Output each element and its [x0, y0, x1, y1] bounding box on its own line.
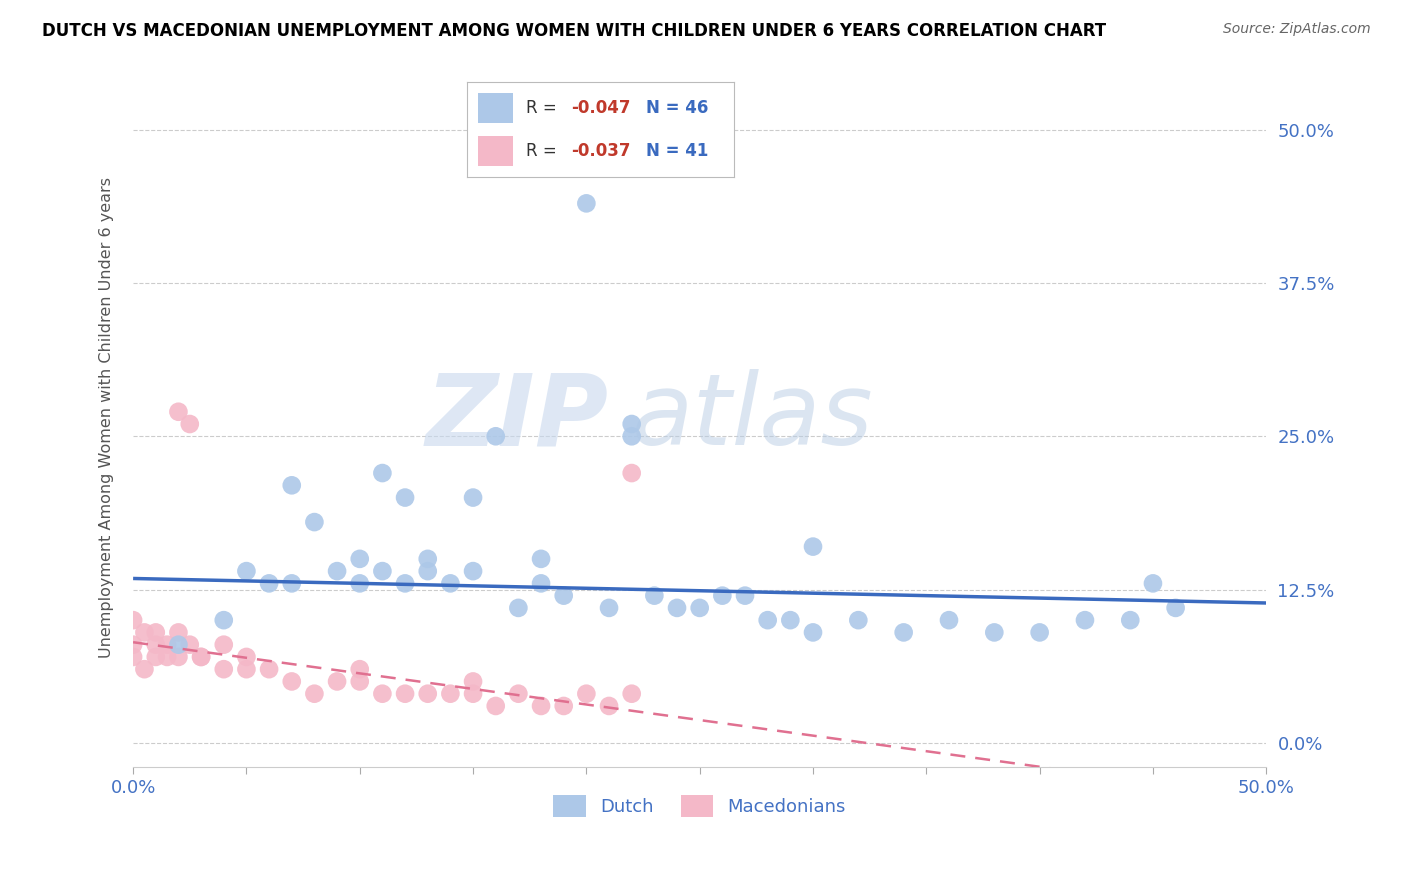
Point [439, 576, 461, 591]
Point [145, 649, 167, 664]
Point [1074, 613, 1097, 627]
Point [134, 625, 156, 640]
Point [349, 662, 371, 676]
Point [711, 589, 734, 603]
Text: atlas: atlas [631, 369, 873, 467]
Point [167, 638, 190, 652]
Point [530, 552, 553, 566]
Point [179, 638, 201, 652]
Point [620, 429, 643, 443]
Point [756, 613, 779, 627]
Point [257, 662, 280, 676]
Point [212, 638, 235, 652]
Point [145, 638, 167, 652]
Point [485, 429, 508, 443]
Point [620, 687, 643, 701]
Point [983, 625, 1005, 640]
Point [530, 576, 553, 591]
Point [304, 687, 326, 701]
Point [575, 687, 598, 701]
Point [281, 674, 304, 689]
Point [666, 600, 689, 615]
Point [156, 638, 179, 652]
Point [371, 687, 394, 701]
Point [235, 662, 257, 676]
Point [134, 662, 156, 676]
Point [190, 649, 212, 664]
Point [394, 491, 416, 505]
Point [1119, 613, 1142, 627]
Point [553, 589, 575, 603]
Point [439, 687, 461, 701]
Point [394, 687, 416, 701]
Point [598, 600, 620, 615]
Point [893, 625, 915, 640]
Point [349, 552, 371, 566]
Point [235, 649, 257, 664]
Point [235, 564, 257, 578]
Point [122, 638, 145, 652]
Point [167, 625, 190, 640]
Point [779, 613, 801, 627]
Text: DUTCH VS MACEDONIAN UNEMPLOYMENT AMONG WOMEN WITH CHILDREN UNDER 6 YEARS CORRELA: DUTCH VS MACEDONIAN UNEMPLOYMENT AMONG W… [42, 22, 1107, 40]
Text: Source: ZipAtlas.com: Source: ZipAtlas.com [1223, 22, 1371, 37]
Point [416, 552, 439, 566]
Point [349, 576, 371, 591]
Point [281, 478, 304, 492]
Point [938, 613, 960, 627]
Point [846, 613, 869, 627]
Point [485, 698, 508, 713]
Point [212, 662, 235, 676]
Point [575, 196, 598, 211]
Point [281, 576, 304, 591]
Text: ZIP: ZIP [426, 369, 609, 467]
Point [689, 600, 711, 615]
Legend: Dutch, Macedonians: Dutch, Macedonians [546, 789, 853, 824]
Point [508, 687, 530, 701]
Point [167, 405, 190, 419]
Point [620, 466, 643, 480]
Point [326, 674, 349, 689]
Point [349, 674, 371, 689]
Point [416, 687, 439, 701]
Point [167, 649, 190, 664]
Point [734, 589, 756, 603]
Point [620, 417, 643, 431]
Point [257, 576, 280, 591]
Point [461, 491, 484, 505]
Point [145, 625, 167, 640]
Point [416, 564, 439, 578]
Point [801, 540, 824, 554]
Point [801, 625, 824, 640]
Point [212, 613, 235, 627]
Point [643, 589, 665, 603]
Point [122, 613, 145, 627]
Point [1142, 576, 1164, 591]
Point [530, 698, 553, 713]
Point [304, 515, 326, 529]
Point [553, 698, 575, 713]
Point [461, 564, 484, 578]
Point [371, 564, 394, 578]
Point [122, 649, 145, 664]
Point [461, 687, 484, 701]
Point [1164, 600, 1187, 615]
Y-axis label: Unemployment Among Women with Children Under 6 years: Unemployment Among Women with Children U… [100, 178, 114, 658]
Point [156, 649, 179, 664]
Point [508, 600, 530, 615]
Point [326, 564, 349, 578]
Point [598, 698, 620, 713]
Point [461, 674, 484, 689]
Point [179, 417, 201, 431]
Point [190, 649, 212, 664]
Point [1028, 625, 1050, 640]
Point [371, 466, 394, 480]
Point [394, 576, 416, 591]
